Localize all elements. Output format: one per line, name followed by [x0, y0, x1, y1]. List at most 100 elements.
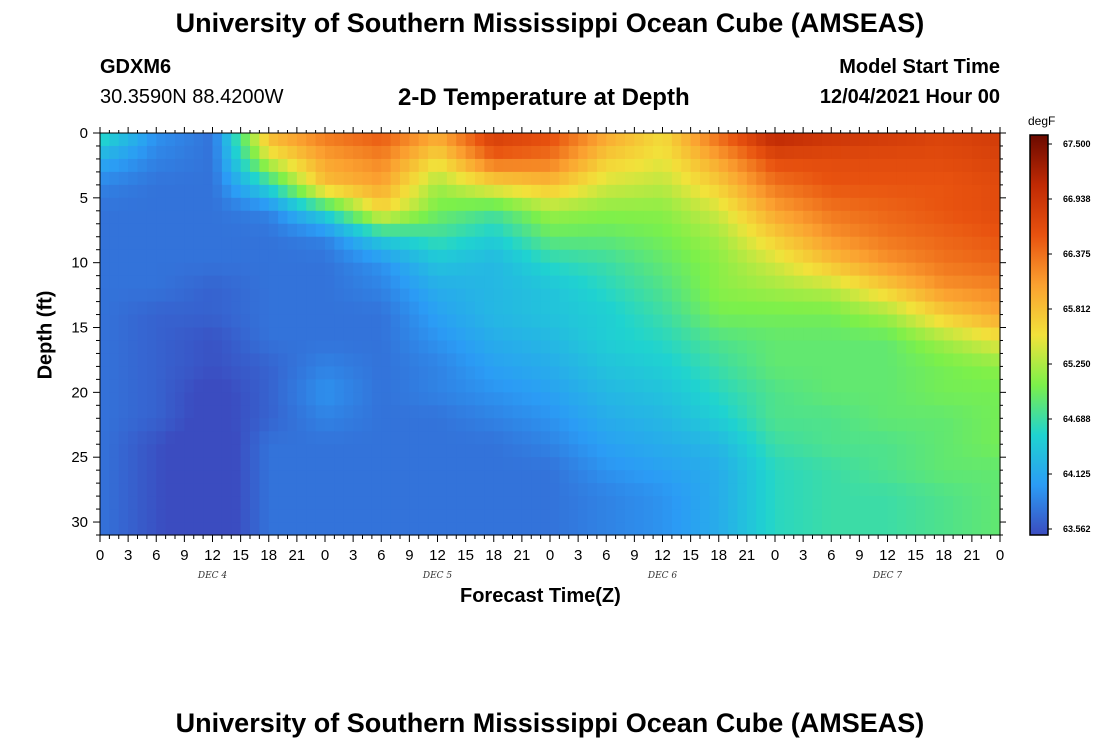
heatmap-cell	[362, 483, 373, 497]
heatmap-cell	[240, 353, 251, 368]
heatmap-cell	[521, 327, 532, 342]
heatmap-cell	[765, 392, 776, 406]
heatmap-cell	[850, 327, 860, 342]
heatmap-cell	[493, 392, 504, 406]
heatmap-cell	[868, 483, 879, 497]
heatmap-cell	[306, 236, 317, 251]
heatmap-cell	[690, 405, 701, 419]
heatmap-cell	[296, 301, 307, 316]
heatmap-cell	[606, 340, 617, 355]
heatmap-cell	[775, 133, 785, 147]
heatmap-cell	[962, 133, 973, 147]
heatmap-cell	[325, 301, 335, 316]
heatmap-cell	[315, 340, 326, 355]
heatmap-cell	[587, 275, 598, 290]
heatmap-cell	[915, 145, 926, 160]
heatmap-cell	[700, 483, 710, 497]
heatmap-cell	[953, 236, 964, 251]
heatmap-cell	[625, 483, 635, 497]
heatmap-cell	[325, 262, 335, 277]
heatmap-cell	[550, 223, 560, 238]
heatmap-cell	[746, 171, 757, 186]
heatmap-cell	[653, 249, 664, 264]
heatmap-cell	[493, 379, 504, 393]
heatmap-cell	[737, 509, 748, 523]
heatmap-cell	[531, 522, 542, 536]
heatmap-cell	[990, 470, 1001, 484]
heatmap-cell	[493, 301, 504, 316]
heatmap-cell	[728, 158, 739, 173]
heatmap-cell	[840, 483, 851, 497]
heatmap-cell	[859, 133, 870, 147]
heatmap-cell	[925, 405, 935, 419]
heatmap-cell	[756, 418, 767, 432]
heatmap-cell	[896, 431, 907, 445]
heatmap-cell	[390, 262, 401, 277]
heatmap-cell	[400, 314, 410, 329]
heatmap-cell	[634, 418, 645, 432]
heatmap-cell	[212, 366, 223, 380]
heatmap-cell	[681, 210, 692, 225]
heatmap-cell	[803, 223, 814, 238]
heatmap-cell	[915, 418, 926, 432]
heatmap-cell	[475, 275, 485, 290]
heatmap-cell	[409, 223, 420, 238]
heatmap-cell	[653, 470, 664, 484]
heatmap-cell	[465, 509, 476, 523]
heatmap-cell	[756, 158, 767, 173]
heatmap-cell	[325, 171, 335, 186]
heatmap-cell	[268, 249, 279, 264]
heatmap-cell	[334, 236, 345, 251]
heatmap-cell	[756, 314, 767, 329]
heatmap-cell	[109, 197, 120, 212]
heatmap-cell	[709, 197, 720, 212]
heatmap-cell	[503, 522, 514, 536]
heatmap-cell	[850, 314, 860, 329]
heatmap-cell	[540, 249, 551, 264]
heatmap-cell	[512, 171, 523, 186]
heatmap-cell	[353, 210, 364, 225]
heatmap-cell	[240, 184, 251, 199]
heatmap-cell	[484, 431, 495, 445]
heatmap-cell	[653, 431, 664, 445]
heatmap-cell	[475, 353, 485, 368]
heatmap-cell	[643, 262, 654, 277]
heatmap-cell	[606, 496, 617, 510]
heatmap-cell	[868, 171, 879, 186]
heatmap-cell	[456, 275, 467, 290]
heatmap-cell	[550, 314, 560, 329]
heatmap-cell	[493, 314, 504, 329]
heatmap-cell	[296, 353, 307, 368]
heatmap-cell	[521, 405, 532, 419]
heatmap-cell	[896, 405, 907, 419]
heatmap-cell	[306, 184, 317, 199]
heatmap-cell	[550, 418, 560, 432]
heatmap-cell	[728, 133, 739, 147]
heatmap-cell	[962, 184, 973, 199]
heatmap-cell	[765, 275, 776, 290]
heatmap-cell	[315, 262, 326, 277]
heatmap-cell	[521, 431, 532, 445]
heatmap-cell	[175, 522, 185, 536]
heatmap-cell	[390, 483, 401, 497]
heatmap-cell	[887, 353, 898, 368]
heatmap-cell	[840, 366, 851, 380]
heatmap-cell	[334, 158, 345, 173]
heatmap-cell	[146, 522, 157, 536]
heatmap-cell	[287, 522, 298, 536]
heatmap-cell	[559, 418, 570, 432]
heatmap-cell	[756, 184, 767, 199]
heatmap-cell	[278, 353, 289, 368]
heatmap-cell	[175, 379, 185, 393]
heatmap-cell	[343, 392, 354, 406]
heatmap-cell	[662, 483, 673, 497]
heatmap-cell	[146, 171, 157, 186]
heatmap-cell	[240, 262, 251, 277]
heatmap-cell	[118, 184, 129, 199]
heatmap-cell	[803, 444, 814, 458]
heatmap-cell	[550, 301, 560, 316]
heatmap-cell	[990, 249, 1001, 264]
heatmap-cell	[353, 249, 364, 264]
heatmap-cell	[821, 470, 832, 484]
heatmap-cell	[250, 236, 260, 251]
